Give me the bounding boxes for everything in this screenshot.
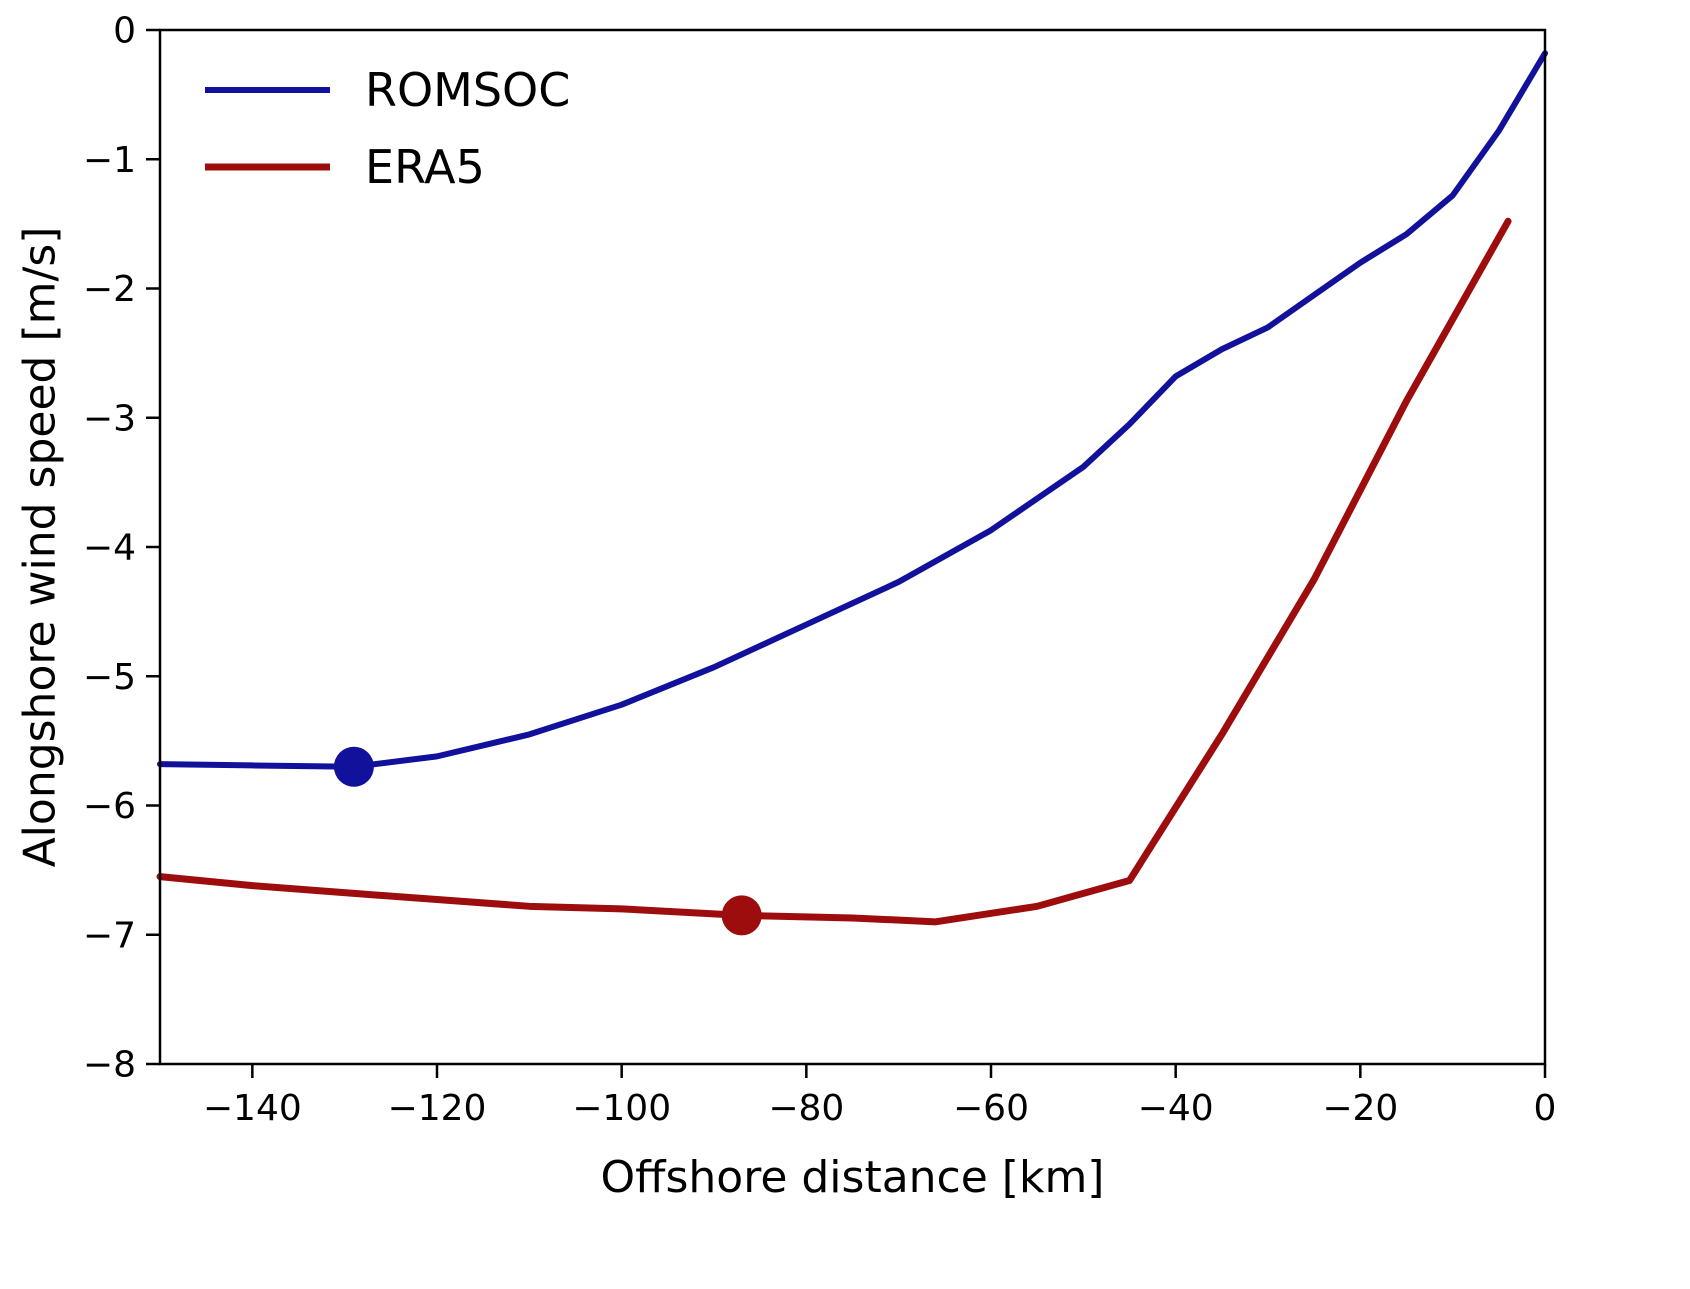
series-marker-era5 [721, 895, 762, 936]
legend-label-romsoc: ROMSOC [365, 63, 570, 117]
y-axis-label: Alongshore wind speed [m/s] [14, 226, 66, 868]
legend-label-era5: ERA5 [365, 140, 485, 194]
x-tick-label: −100 [572, 1088, 671, 1129]
y-tick-label: −2 [83, 269, 136, 310]
series-line-romsoc [157, 50, 1548, 770]
x-tick-label: −60 [953, 1088, 1029, 1129]
plot-frame [158, 28, 1547, 1066]
x-axis-label: Offshore distance [km] [600, 1152, 1105, 1203]
x-tick-label: 0 [1534, 1088, 1557, 1129]
y-tick-label: −3 [83, 398, 136, 439]
y-tick-label: −7 [83, 915, 136, 956]
y-tick-label: −8 [83, 1045, 136, 1086]
x-tick-label: −120 [388, 1088, 487, 1129]
y-tick-label: −6 [83, 786, 136, 827]
x-tick-label: −40 [1138, 1088, 1214, 1129]
series-marker-romsoc [333, 746, 374, 787]
y-tick-label: −4 [83, 528, 136, 569]
y-tick-label: 0 [113, 11, 136, 52]
y-tick-label: −1 [83, 140, 136, 181]
y-tick-label: −5 [83, 657, 136, 698]
x-tick-label: −80 [768, 1088, 844, 1129]
series-line-era5 [156, 217, 1512, 926]
x-tick-label: −20 [1322, 1088, 1398, 1129]
x-tick-label: −140 [203, 1088, 302, 1129]
